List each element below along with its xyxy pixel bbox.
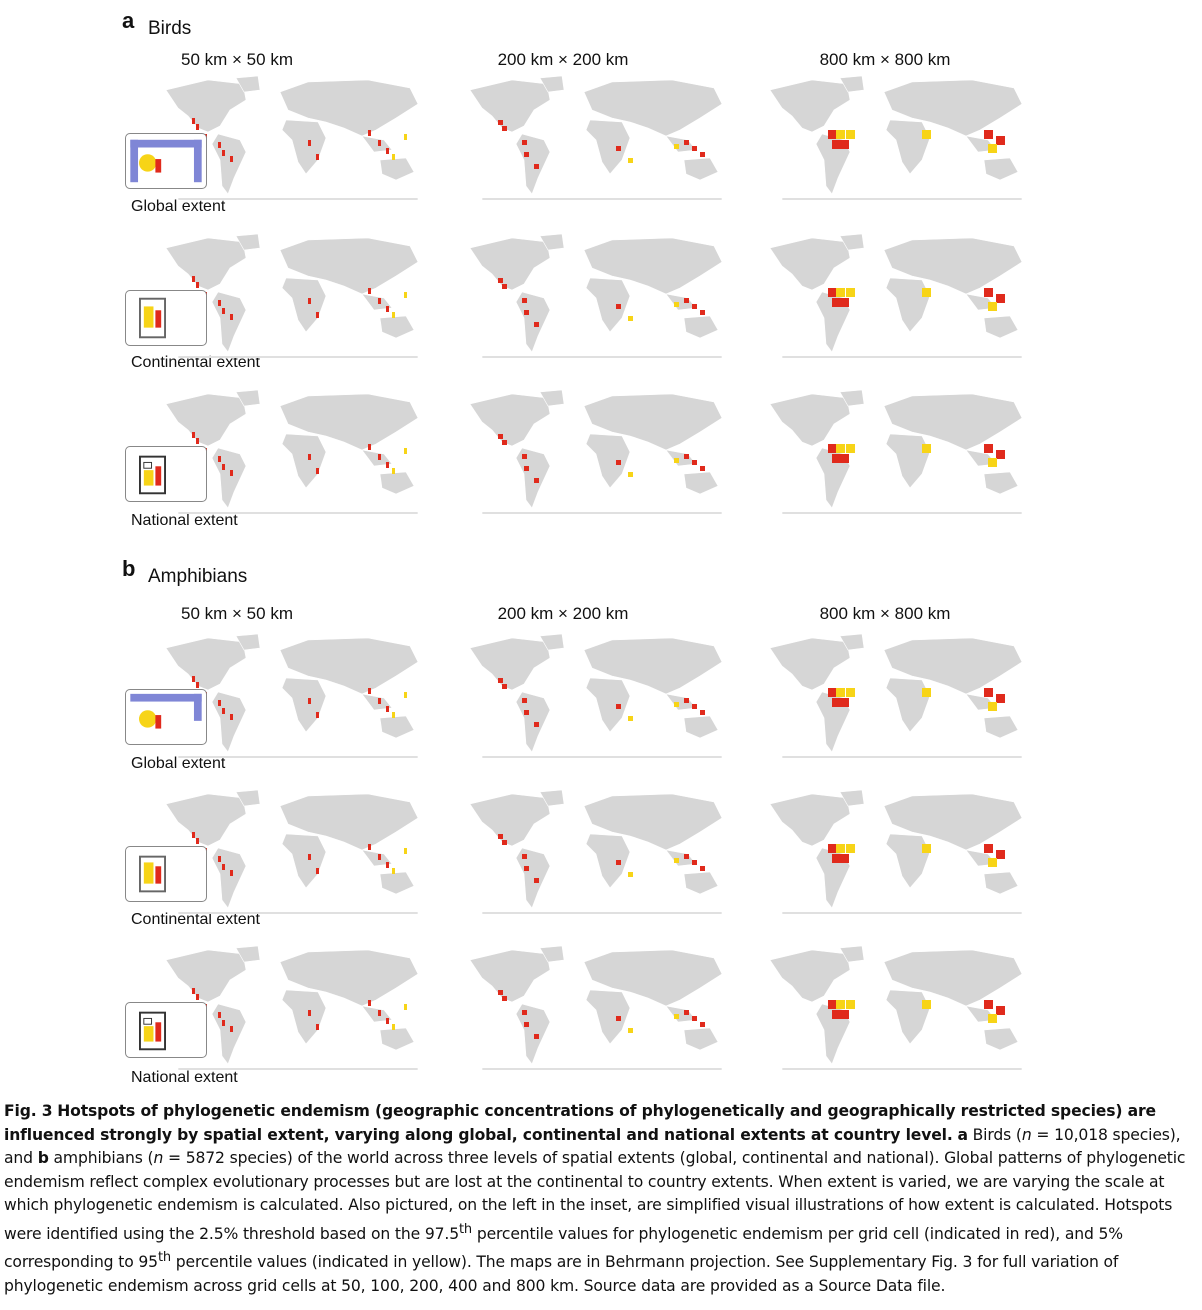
- world-map-r4-c2: [752, 784, 1042, 914]
- panel-b-row-global: Global extent: [131, 755, 226, 772]
- world-map-r5-c2: [752, 940, 1042, 1070]
- panel-a-row-global: Global extent: [131, 198, 226, 215]
- caption-text-4: percentile values (indicated in yellow).…: [4, 1253, 1119, 1295]
- inset-national-a: [125, 446, 207, 502]
- caption-a-text-2: = 10,018 species), and: [4, 1125, 1181, 1168]
- panel-b-col-50km: 50 km × 50 km: [181, 604, 293, 623]
- world-map-r1-c1: [452, 228, 742, 358]
- inset-continental-a: [125, 290, 207, 346]
- world-map-r5-c0: [148, 940, 438, 1070]
- world-map-r2-c2: [752, 384, 1042, 514]
- world-map-r0-c0: [148, 70, 438, 200]
- caption-sup-1: th: [458, 1221, 473, 1237]
- world-map-r4-c0: [148, 784, 438, 914]
- panel-a-letter: a: [122, 8, 135, 33]
- inset-global-a: [125, 133, 207, 189]
- panel-a-row-continental: Continental extent: [131, 354, 260, 371]
- panel-a-title: Birds: [148, 18, 192, 39]
- world-map-r0-c1: [452, 70, 742, 200]
- world-map-r1-c2: [752, 228, 1042, 358]
- panel-a-col-200km: 200 km × 200 km: [497, 50, 629, 69]
- caption-text-3: percentile values for phylogenetic endem…: [4, 1224, 1123, 1272]
- world-map-r1-c0: [148, 228, 438, 358]
- caption-title: Hotspots of phylogenetic endemism (geogr…: [4, 1102, 1156, 1144]
- panel-b-letter: b: [122, 556, 136, 581]
- inset-global-b: [125, 689, 207, 745]
- panel-a-col-50km: 50 km × 50 km: [181, 50, 293, 69]
- panel-b-row-national: National extent: [131, 1069, 238, 1086]
- inset-continental-b: [125, 846, 207, 902]
- caption-fig-label: Fig. 3: [4, 1102, 53, 1120]
- caption-a-n: n: [1021, 1125, 1032, 1144]
- panel-a-col-800km: 800 km × 800 km: [819, 50, 951, 69]
- world-map-r4-c1: [452, 784, 742, 914]
- world-map-r3-c0: [148, 628, 438, 758]
- panel-a-row-national: National extent: [131, 512, 238, 529]
- panel-b-col-800km: 800 km × 800 km: [819, 604, 951, 623]
- caption-b-n: n: [153, 1149, 164, 1167]
- caption-b-text-1: amphibians (: [53, 1149, 154, 1167]
- world-map-r2-c0: [148, 384, 438, 514]
- panel-b-title: Amphibians: [148, 566, 248, 587]
- figure-caption: Fig. 3 Hotspots of phylogenetic endemism…: [4, 1100, 1194, 1298]
- panel-b-row-continental: Continental extent: [131, 911, 260, 928]
- caption-b-text-2: = 5872 species) of the world across thre…: [4, 1149, 1186, 1243]
- world-map-r0-c2: [752, 70, 1042, 200]
- caption-b-label: b: [37, 1149, 49, 1167]
- caption-a-label: a: [957, 1125, 968, 1144]
- inset-national-b: [125, 1002, 207, 1058]
- caption-sup-2: th: [157, 1250, 171, 1266]
- world-map-r2-c1: [452, 384, 742, 514]
- world-map-r5-c1: [452, 940, 742, 1070]
- caption-a-text-1: Birds (: [972, 1125, 1022, 1144]
- world-map-r3-c2: [752, 628, 1042, 758]
- panel-b-col-200km: 200 km × 200 km: [497, 604, 629, 623]
- world-map-r3-c1: [452, 628, 742, 758]
